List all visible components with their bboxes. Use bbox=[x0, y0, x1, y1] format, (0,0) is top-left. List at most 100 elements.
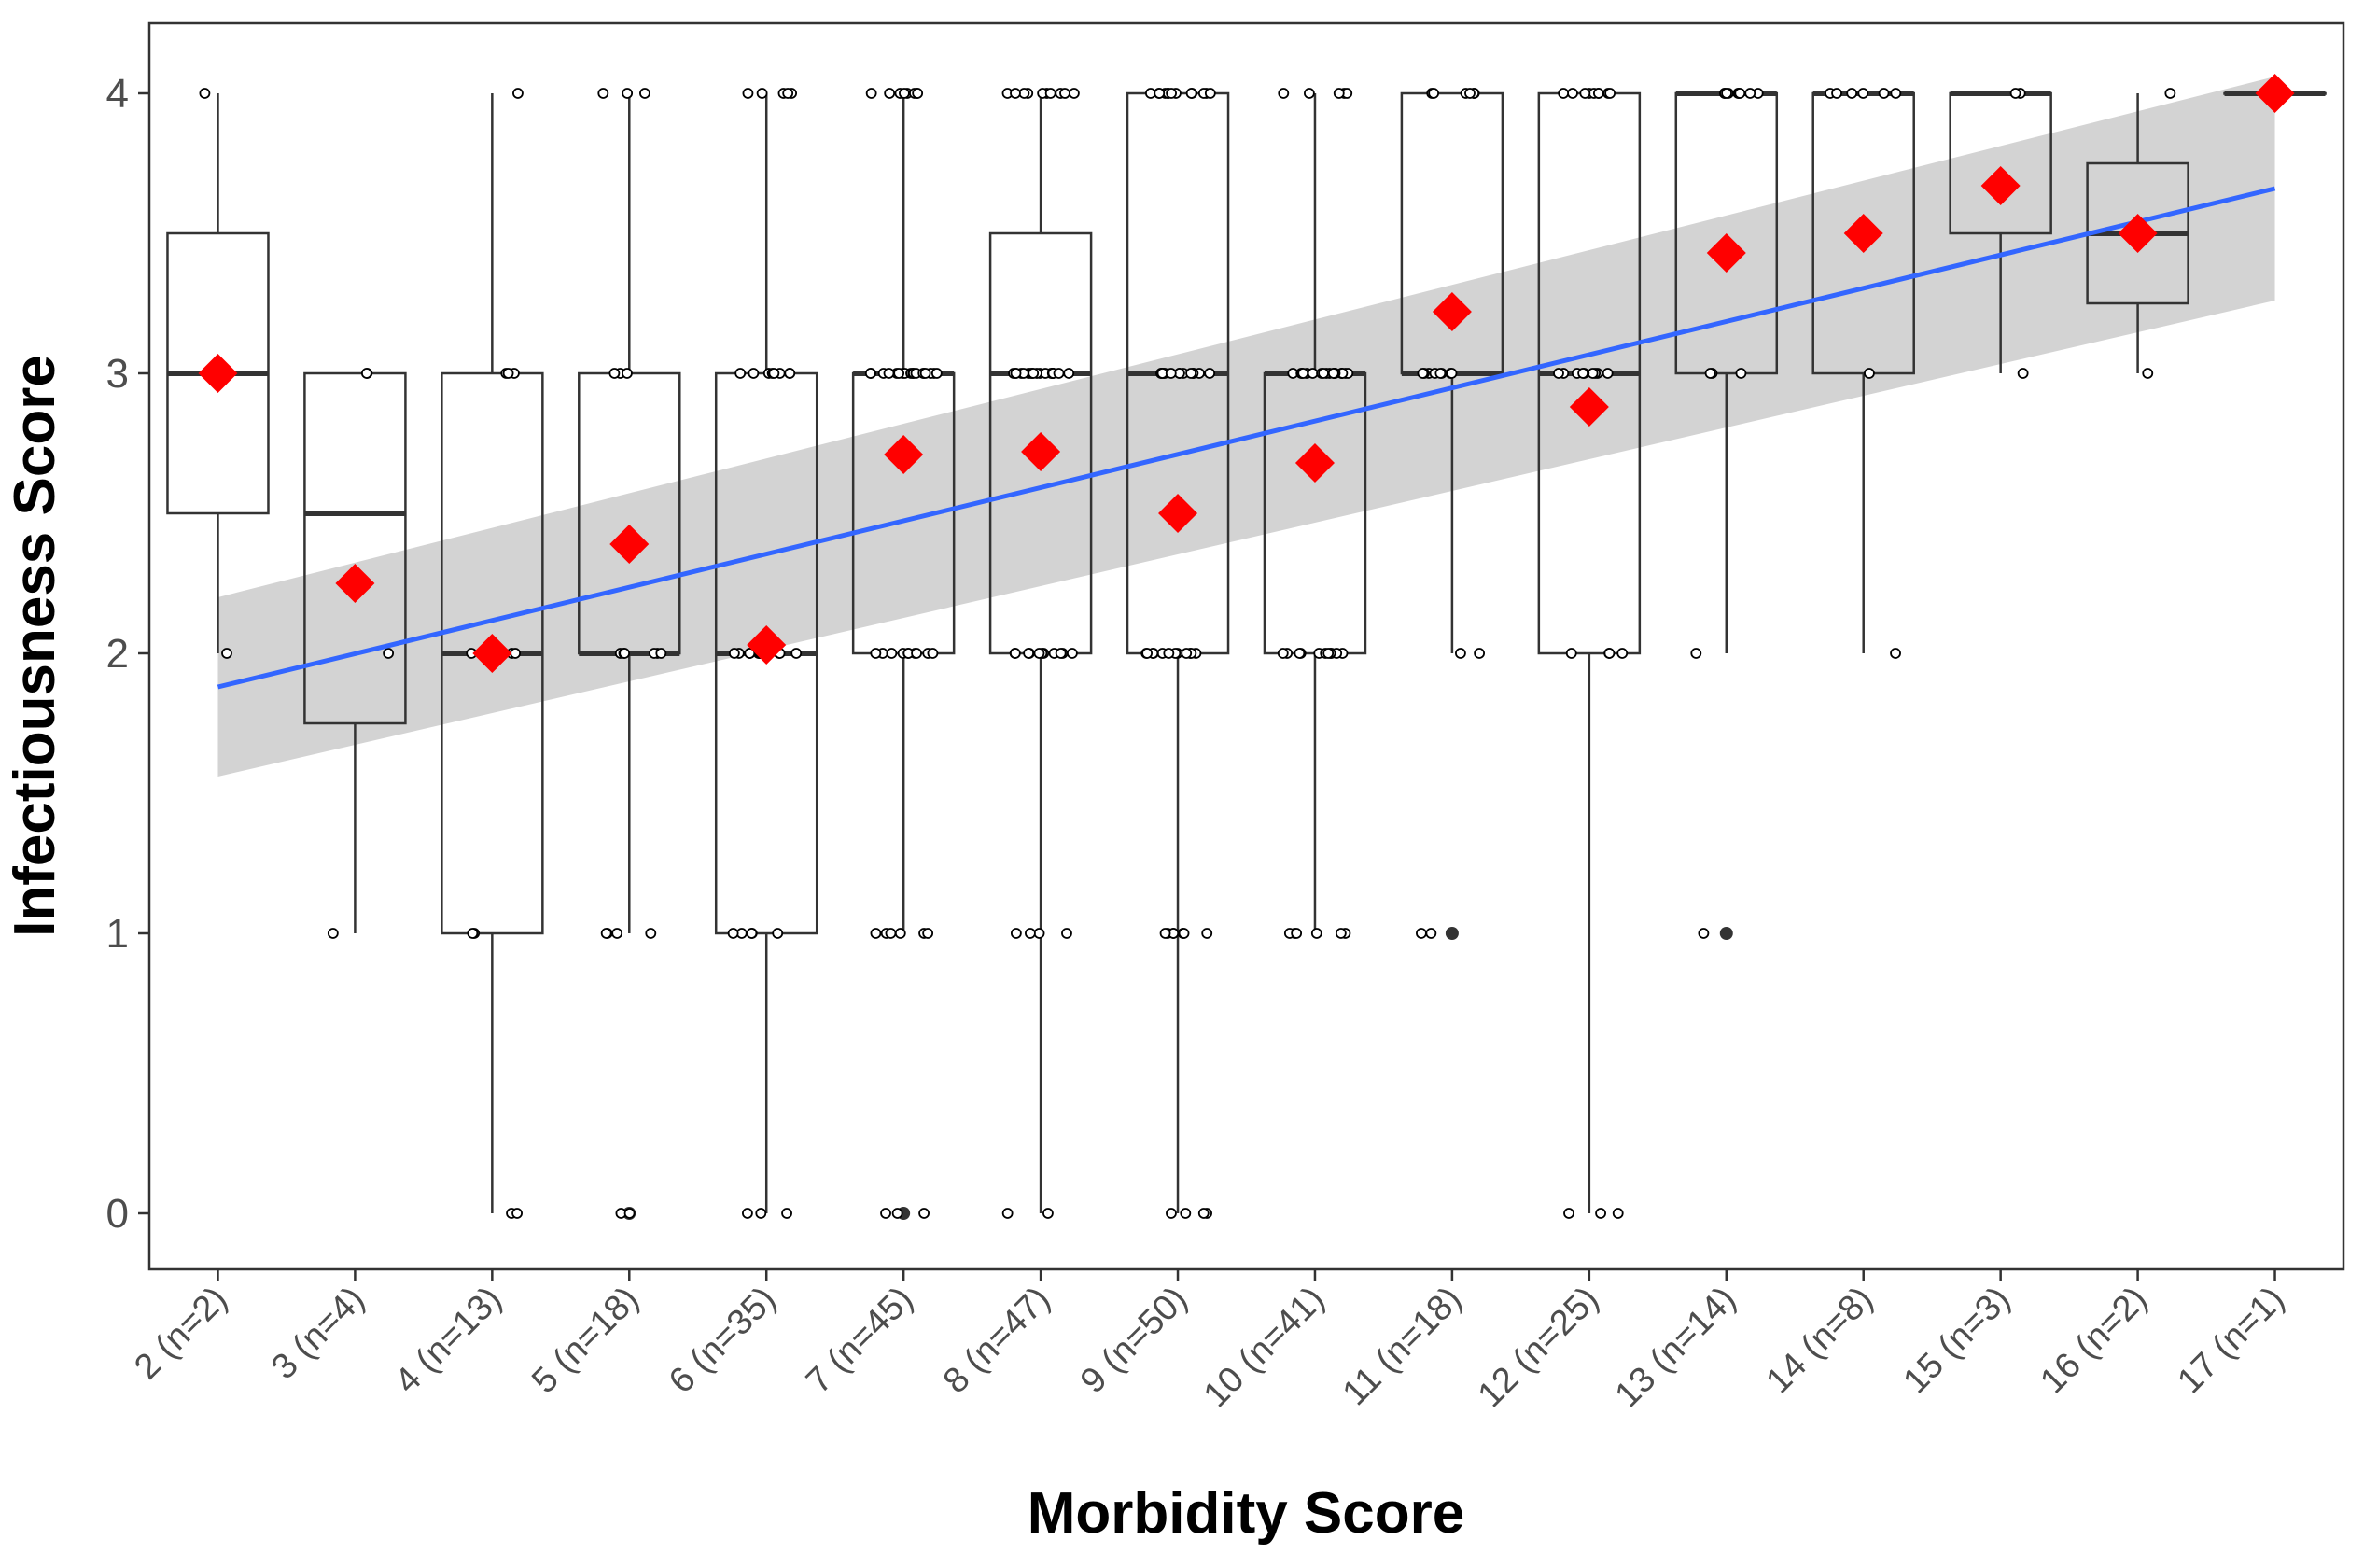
jitter-point bbox=[784, 368, 796, 379]
jitter-point bbox=[1291, 928, 1303, 939]
jitter-point bbox=[619, 648, 631, 659]
jitter-point bbox=[622, 368, 633, 379]
jitter-point bbox=[768, 368, 780, 379]
x-tick-label: 11 (n=18) bbox=[1336, 1280, 1469, 1413]
jitter-point bbox=[1322, 648, 1335, 659]
mean-marker bbox=[1021, 432, 1061, 471]
jitter-point bbox=[1616, 648, 1629, 659]
jitter-point bbox=[911, 648, 922, 659]
jitter-point bbox=[1565, 648, 1577, 659]
jitter-point bbox=[1294, 648, 1306, 659]
jitter-point bbox=[1307, 368, 1319, 379]
jitter-point bbox=[1592, 88, 1604, 99]
jitter-point bbox=[1428, 88, 1440, 99]
jitter-point bbox=[870, 928, 882, 939]
jitter-point bbox=[622, 88, 634, 99]
jitter-point bbox=[883, 368, 895, 379]
y-tick-label: 4 bbox=[106, 71, 129, 117]
jitter-point bbox=[623, 1208, 636, 1219]
jitter-point bbox=[790, 648, 803, 659]
jitter-point bbox=[1890, 648, 1901, 659]
jitter-point bbox=[1028, 368, 1040, 379]
jitter-point bbox=[1166, 1208, 1177, 1219]
jitter-point bbox=[639, 88, 650, 99]
jitter-point bbox=[600, 928, 612, 939]
jitter-point bbox=[1178, 928, 1190, 939]
jitter-point bbox=[1464, 88, 1476, 99]
jitter-point bbox=[2142, 368, 2154, 379]
mean-marker bbox=[335, 564, 375, 603]
jitter-point bbox=[1579, 88, 1591, 99]
box-iqr bbox=[303, 371, 407, 725]
x-tick-label: 5 (n=18) bbox=[525, 1280, 647, 1402]
jitter-point bbox=[1061, 928, 1072, 939]
jitter-point bbox=[467, 928, 479, 939]
jitter-point bbox=[1846, 88, 1858, 99]
jitter-point bbox=[1327, 368, 1339, 379]
mean-marker bbox=[472, 634, 512, 673]
jitter-point bbox=[1044, 88, 1056, 99]
jitter-point bbox=[1602, 368, 1614, 379]
confidence-band bbox=[217, 77, 2275, 777]
jitter-point bbox=[756, 88, 768, 99]
mean-marker bbox=[1569, 387, 1609, 427]
jitter-point bbox=[2017, 368, 2029, 379]
jitter-point bbox=[1277, 648, 1289, 659]
jitter-point bbox=[1201, 928, 1213, 939]
jitter-point bbox=[1278, 88, 1290, 99]
y-axis-title: Infectiousness Score bbox=[3, 355, 67, 937]
jitter-point bbox=[1141, 648, 1154, 659]
jitter-point bbox=[1318, 368, 1329, 379]
jitter-point bbox=[2009, 88, 2021, 99]
jitter-point bbox=[1165, 368, 1177, 379]
jitter-point bbox=[742, 1208, 753, 1219]
x-tick-label: 14 (n=8) bbox=[1759, 1280, 1881, 1402]
jitter-point bbox=[1181, 648, 1193, 659]
mean-marker bbox=[198, 354, 238, 393]
mean-marker bbox=[1843, 214, 1883, 253]
jitter-point bbox=[199, 88, 211, 99]
jitter-point bbox=[360, 368, 372, 379]
jitter-point bbox=[1563, 1208, 1574, 1219]
jitter-point bbox=[727, 928, 739, 939]
jitter-point bbox=[1059, 88, 1070, 99]
y-tick-label: 1 bbox=[106, 911, 129, 957]
jitter-point bbox=[1010, 368, 1022, 379]
jitter-point bbox=[1068, 88, 1080, 99]
jitter-point bbox=[1864, 368, 1875, 379]
x-tick-label: 7 (n=45) bbox=[799, 1280, 921, 1402]
jitter-point bbox=[884, 88, 896, 99]
jitter-point bbox=[1055, 648, 1067, 659]
x-tick-label: 4 (n=13) bbox=[387, 1280, 510, 1402]
jitter-point bbox=[645, 928, 657, 939]
jitter-point bbox=[1063, 368, 1075, 379]
y-tick-label: 2 bbox=[106, 631, 129, 677]
jitter-point bbox=[1734, 88, 1746, 99]
jitter-point bbox=[1159, 928, 1171, 939]
jitter-point bbox=[886, 648, 898, 659]
jitter-point bbox=[1067, 648, 1078, 659]
mean-markers-layer bbox=[198, 74, 2295, 673]
mean-marker bbox=[2118, 214, 2158, 253]
jitter-point bbox=[1698, 928, 1710, 939]
boxplot bbox=[441, 93, 544, 1213]
jitter-point bbox=[1721, 88, 1732, 99]
mean-marker bbox=[1432, 292, 1472, 331]
mean-marker bbox=[1706, 233, 1746, 273]
outlier-point bbox=[1719, 927, 1733, 940]
jitter-point bbox=[510, 648, 522, 659]
jitter-point bbox=[1025, 928, 1036, 939]
jitter-point bbox=[1166, 88, 1177, 99]
jitter-point bbox=[782, 88, 794, 99]
jitter-point bbox=[1297, 368, 1309, 379]
jitter-point bbox=[327, 928, 339, 939]
jitter-point bbox=[1890, 88, 1902, 99]
jitter-point bbox=[597, 88, 609, 99]
jitter-point bbox=[655, 648, 667, 659]
jitter-point bbox=[918, 1208, 930, 1219]
jitter-point bbox=[912, 88, 924, 99]
x-tick-label: 17 (n=1) bbox=[2170, 1280, 2292, 1402]
jitter-point bbox=[1553, 368, 1564, 379]
jitter-point bbox=[1857, 88, 1869, 99]
